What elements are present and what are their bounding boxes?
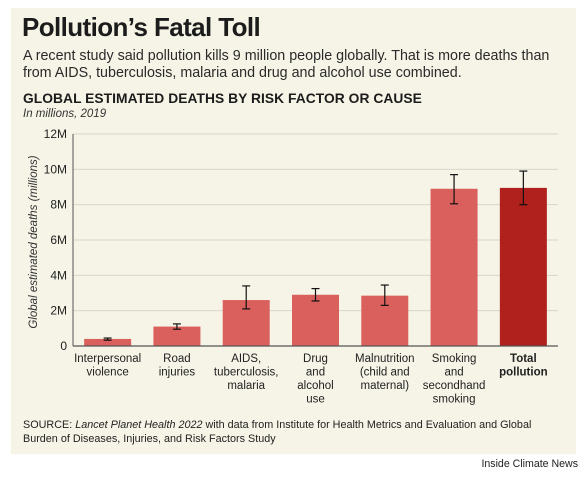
bar	[153, 326, 201, 346]
x-category-label-line: violence	[87, 367, 129, 379]
graphic-panel: Pollution’s Fatal Toll A recent study sa…	[11, 8, 576, 454]
x-category-label: Road injuries	[159, 353, 196, 379]
graphic-subtitle: A recent study said pollution kills 9 mi…	[23, 48, 550, 81]
x-category-label-line: (child and	[360, 367, 410, 379]
x-category-label-line: tuberculosis,	[214, 367, 279, 379]
error-bar	[103, 337, 112, 341]
y-tick-label: 4M	[50, 268, 67, 282]
bar	[84, 338, 132, 346]
x-category-label-line: Road	[163, 353, 191, 365]
y-tick-label: 6M	[50, 233, 67, 247]
x-category-label: AIDS, tuberculosis, malaria	[214, 353, 279, 392]
error-bar	[172, 323, 181, 330]
x-category-label-line: Interpersonal	[74, 353, 141, 365]
x-category-label-line: alcohol	[297, 380, 333, 392]
error-bar	[242, 285, 251, 310]
graphic-title: Pollution’s Fatal Toll	[22, 12, 261, 42]
gridlines	[73, 133, 558, 312]
x-category-label: Smoking and secondhand smoking	[423, 353, 486, 406]
x-category-label-line: maternal)	[360, 380, 409, 392]
x-category-label: Malnutrition (child and maternal)	[355, 353, 414, 392]
x-category-label-line: Total	[510, 353, 537, 365]
error-bar	[450, 174, 459, 205]
x-category-label-line: malaria	[227, 380, 265, 392]
source-publication: Lancet Planet Health 2022	[75, 419, 203, 431]
x-category-label-line: Malnutrition	[355, 353, 414, 365]
x-category-label-line: and	[444, 367, 463, 379]
error-bars	[103, 170, 528, 341]
chart-title: GLOBAL ESTIMATED DEATHS BY RISK FACTOR O…	[23, 91, 422, 106]
y-tick-label: 12M	[44, 127, 67, 141]
y-tick-label: 10M	[44, 162, 67, 176]
x-category-label-line: use	[306, 394, 325, 406]
error-bar	[311, 287, 320, 302]
y-tick-label: 8M	[50, 198, 67, 212]
y-axis-label: Global estimated deaths (millions)	[28, 155, 40, 328]
bar	[430, 188, 478, 346]
x-category-label-line: and	[306, 367, 325, 379]
source-prefix: SOURCE:	[23, 419, 76, 431]
x-category-label: Total pollution	[499, 353, 548, 379]
y-tick-label: 0	[60, 339, 67, 353]
bar	[499, 187, 547, 346]
bars	[84, 187, 547, 346]
error-bar	[380, 284, 389, 306]
y-tick-label: 2M	[50, 304, 67, 318]
x-category-label: Interpersonal violence	[74, 353, 141, 379]
x-category-label-line: Drug	[303, 353, 328, 365]
x-category-label-line: injuries	[159, 367, 196, 379]
x-category-label-line: secondhand	[423, 380, 486, 392]
error-bar	[519, 170, 528, 206]
axes	[72, 134, 558, 347]
x-category-label-line: Smoking	[432, 353, 477, 365]
labels: 0 2M 4M 6M 8M 10M 12M Global estimated deaths (…	[28, 127, 548, 406]
source-note: SOURCE: Lancet Planet Health 2022 with d…	[23, 418, 568, 446]
x-category-label-line: AIDS,	[231, 353, 261, 365]
bar	[292, 294, 339, 346]
credit-line: Inside Climate News	[481, 458, 578, 470]
x-category-label: Drug and alcohol use	[297, 353, 333, 406]
x-category-label-line: pollution	[499, 367, 548, 379]
x-category-label-line: smoking	[433, 394, 476, 406]
source-rest: with data from Institute for Health Metr…	[23, 419, 532, 445]
chart-subtitle: In millions, 2019	[23, 108, 107, 120]
